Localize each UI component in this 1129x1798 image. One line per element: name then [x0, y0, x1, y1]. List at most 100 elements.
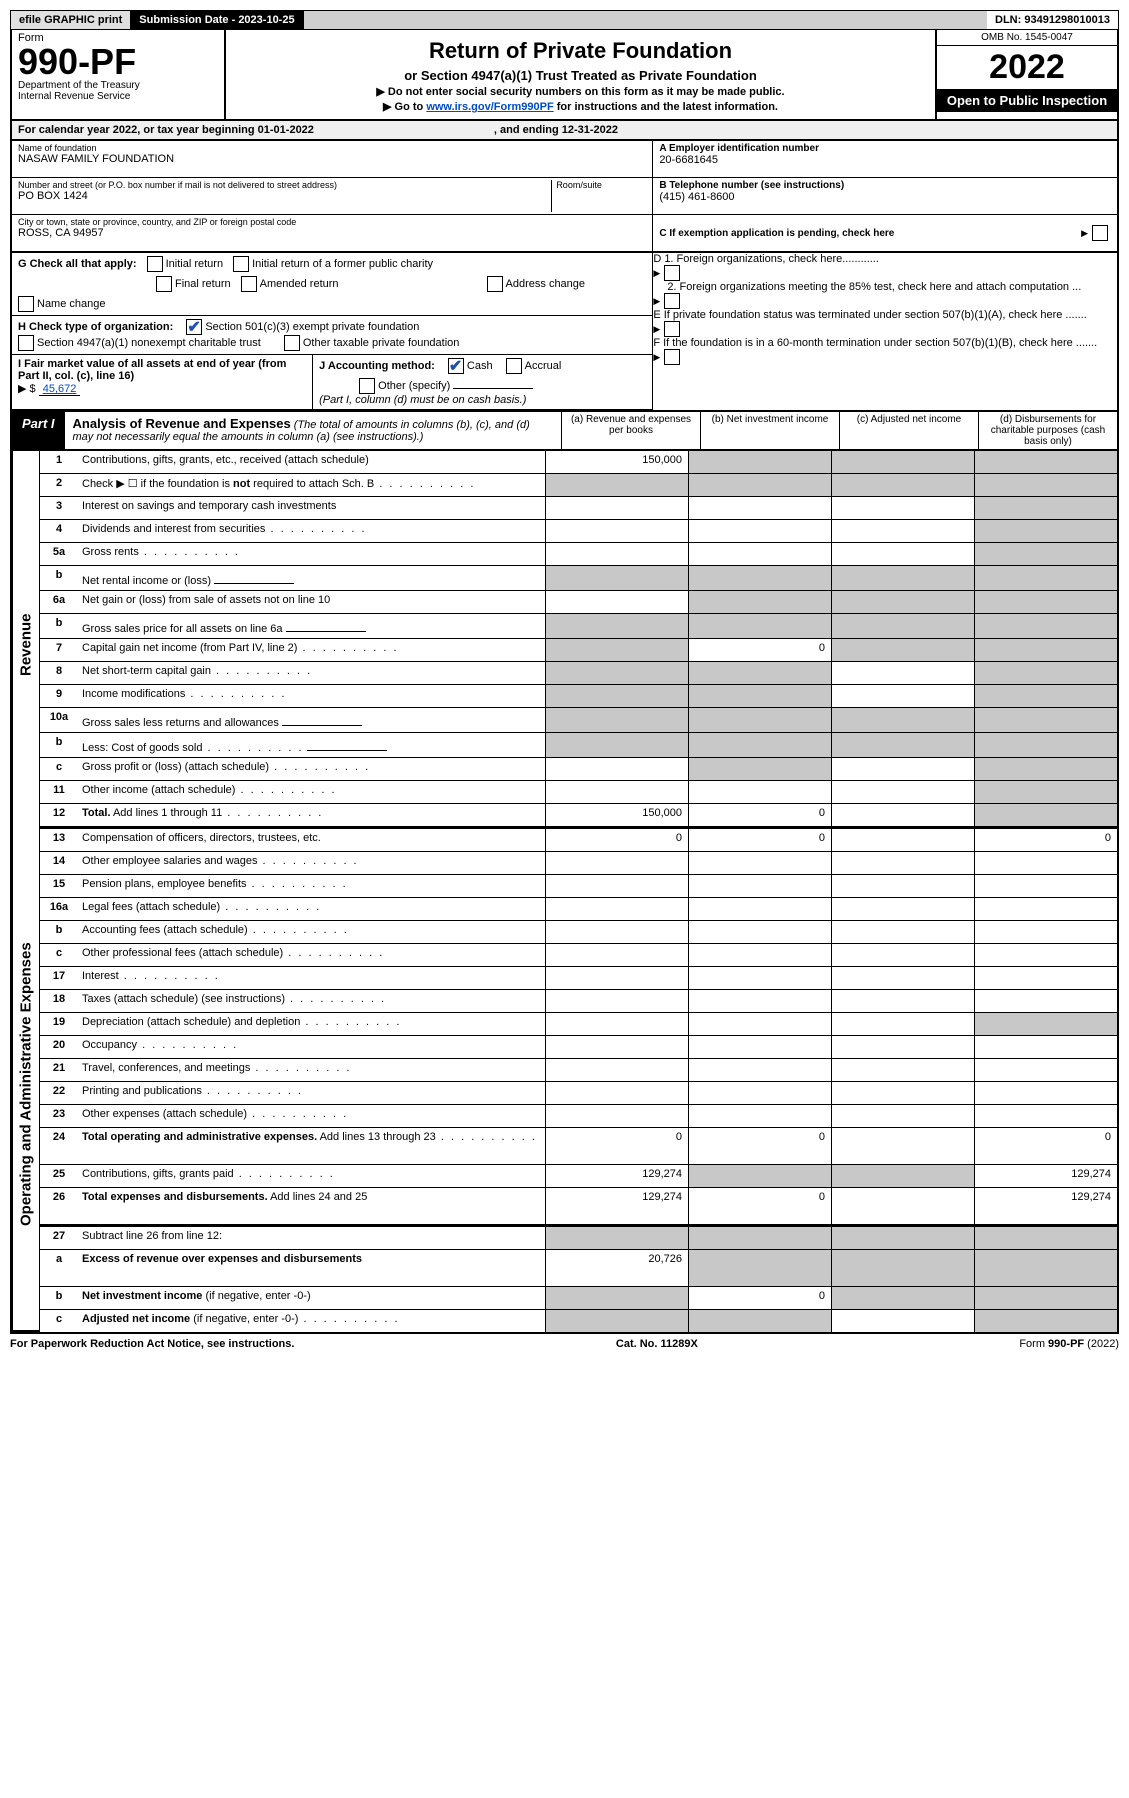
table-row: 22Printing and publications: [40, 1082, 1117, 1105]
address-change-checkbox[interactable]: [487, 276, 503, 292]
line-number: 10a: [40, 708, 78, 732]
value-cell-a: [545, 733, 688, 757]
value-cell-b: 0: [688, 639, 831, 661]
instructions-link-row: ▶ Go to www.irs.gov/Form990PF for instru…: [236, 100, 925, 113]
line-description: Dividends and interest from securities: [78, 520, 545, 542]
value-cell-a: [545, 875, 688, 897]
value-cell-d: [974, 1250, 1117, 1286]
line-description: Capital gain net income (from Part IV, l…: [78, 639, 545, 661]
line-description: Gross sales less returns and allowances: [78, 708, 545, 732]
value-cell-a: [545, 520, 688, 542]
value-cell-b: [688, 708, 831, 732]
value-cell-c: [831, 1105, 974, 1127]
table-row: 1Contributions, gifts, grants, etc., rec…: [40, 451, 1117, 474]
efile-print-button[interactable]: efile GRAPHIC print: [11, 11, 131, 29]
ein-value: 20-6681645: [659, 154, 1111, 166]
line-number: 17: [40, 967, 78, 989]
expenses-side-label: Operating and Administrative Expenses: [12, 839, 39, 1332]
final-return-checkbox[interactable]: [156, 276, 172, 292]
value-cell-d: [974, 804, 1117, 826]
initial-former-checkbox[interactable]: [233, 256, 249, 272]
501c3-checkbox[interactable]: [186, 319, 202, 335]
table-row: 19Depreciation (attach schedule) and dep…: [40, 1013, 1117, 1036]
line-description: Total operating and administrative expen…: [78, 1128, 545, 1164]
value-cell-b: [688, 733, 831, 757]
value-cell-b: [688, 1013, 831, 1035]
other-method-checkbox[interactable]: [359, 378, 375, 394]
line-number: 15: [40, 875, 78, 897]
part1-label: Part I: [12, 412, 65, 449]
value-cell-c: [831, 898, 974, 920]
value-cell-a: [545, 543, 688, 565]
line-number: a: [40, 1250, 78, 1286]
line-number: b: [40, 921, 78, 943]
table-row: cGross profit or (loss) (attach schedule…: [40, 758, 1117, 781]
4947a1-checkbox[interactable]: [18, 335, 34, 351]
value-cell-d: [974, 685, 1117, 707]
entity-info-block: Name of foundation NASAW FAMILY FOUNDATI…: [10, 141, 1119, 253]
value-cell-a: [545, 1059, 688, 1081]
city-value: ROSS, CA 94957: [18, 227, 646, 239]
name-change-checkbox[interactable]: [18, 296, 34, 312]
value-cell-c: [831, 662, 974, 684]
exemption-pending-label: C If exemption application is pending, c…: [659, 228, 894, 239]
form-title: Return of Private Foundation: [236, 38, 925, 64]
line-description: Gross profit or (loss) (attach schedule): [78, 758, 545, 780]
value-cell-c: [831, 875, 974, 897]
dept-treasury: Department of the Treasury: [18, 80, 218, 91]
table-row: 12Total. Add lines 1 through 11150,0000: [40, 804, 1117, 827]
line-description: Gross rents: [78, 543, 545, 565]
line-number: c: [40, 1310, 78, 1332]
value-cell-d: [974, 921, 1117, 943]
foreign-org-checkbox[interactable]: [664, 265, 680, 281]
form990pf-link[interactable]: www.irs.gov/Form990PF: [426, 101, 553, 113]
other-taxable-checkbox[interactable]: [284, 335, 300, 351]
60-month-checkbox[interactable]: [664, 349, 680, 365]
table-row: 16aLegal fees (attach schedule): [40, 898, 1117, 921]
inline-input[interactable]: [307, 736, 387, 751]
foreign-85-checkbox[interactable]: [664, 293, 680, 309]
other-specify-input[interactable]: [453, 374, 533, 389]
accrual-checkbox[interactable]: [506, 358, 522, 374]
table-row: 6aNet gain or (loss) from sale of assets…: [40, 591, 1117, 614]
value-cell-d: [974, 543, 1117, 565]
value-cell-b: 0: [688, 1188, 831, 1224]
value-cell-a: [545, 566, 688, 590]
value-cell-a: [545, 921, 688, 943]
form-subtitle: or Section 4947(a)(1) Trust Treated as P…: [236, 68, 925, 83]
status-terminated-checkbox[interactable]: [664, 321, 680, 337]
cat-number: Cat. No. 11289X: [616, 1338, 698, 1350]
value-cell-b: [688, 474, 831, 496]
exemption-pending-checkbox[interactable]: [1092, 225, 1108, 241]
line-description: Contributions, gifts, grants, etc., rece…: [78, 451, 545, 473]
fmv-value[interactable]: 45,672: [39, 383, 81, 396]
value-cell-c: [831, 990, 974, 1012]
value-cell-c: [831, 781, 974, 803]
table-row: 8Net short-term capital gain: [40, 662, 1117, 685]
value-cell-d: [974, 639, 1117, 661]
phone-label: B Telephone number (see instructions): [659, 180, 1111, 191]
inline-input[interactable]: [286, 617, 366, 632]
col-c-header: (c) Adjusted net income: [840, 412, 979, 449]
amended-return-checkbox[interactable]: [241, 276, 257, 292]
value-cell-a: [545, 1013, 688, 1035]
inline-input[interactable]: [214, 569, 294, 584]
line-number: 7: [40, 639, 78, 661]
value-cell-c: [831, 614, 974, 638]
value-cell-d: [974, 875, 1117, 897]
table-row: 15Pension plans, employee benefits: [40, 875, 1117, 898]
initial-return-checkbox[interactable]: [147, 256, 163, 272]
header-bar: efile GRAPHIC print Submission Date - 20…: [10, 10, 1119, 30]
cash-checkbox[interactable]: [448, 358, 464, 374]
value-cell-c: [831, 497, 974, 519]
value-cell-c: [831, 566, 974, 590]
value-cell-b: [688, 520, 831, 542]
inline-input[interactable]: [282, 711, 362, 726]
value-cell-b: [688, 591, 831, 613]
city-label: City or town, state or province, country…: [18, 217, 646, 227]
value-cell-a: 20,726: [545, 1250, 688, 1286]
value-cell-b: 0: [688, 829, 831, 851]
value-cell-c: [831, 1059, 974, 1081]
value-cell-b: [688, 543, 831, 565]
value-cell-a: [545, 898, 688, 920]
